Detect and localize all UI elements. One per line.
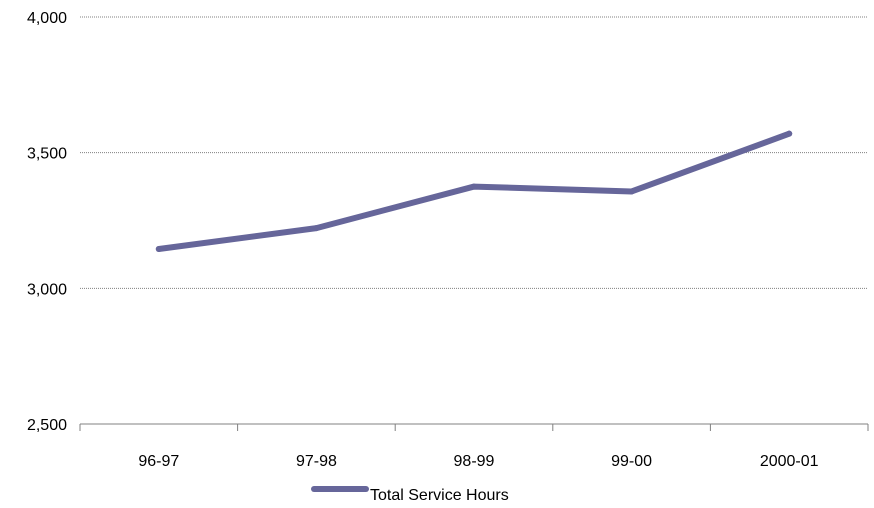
x-tick-label: 99-00: [611, 453, 652, 470]
y-tick-label: 3,000: [27, 281, 67, 298]
legend: Total Service Hours: [311, 486, 509, 504]
data-point: [155, 245, 162, 252]
series-line: [155, 130, 793, 252]
y-tick-label: 2,500: [27, 417, 67, 434]
data-point: [471, 183, 477, 190]
legend-label: Total Service Hours: [370, 487, 509, 504]
x-tick-label: 96-97: [138, 453, 179, 470]
series-layer: [155, 130, 793, 252]
y-tick-label: 4,000: [27, 10, 67, 27]
x-tick-label: 97-98: [296, 453, 337, 470]
y-tick-label: 3,500: [27, 146, 67, 163]
data-point: [313, 225, 320, 232]
data-point: [786, 130, 793, 137]
x-tick-label: 98-99: [454, 453, 495, 470]
x-tick-label: 2000-01: [760, 453, 819, 470]
y-axis: 2,500 3,000 3,500 4,000: [27, 10, 67, 434]
data-point: [628, 188, 635, 195]
gridlines: [80, 16, 868, 289]
x-axis: 96-97 97-98 98-99 99-00 2000-01: [79, 423, 869, 470]
